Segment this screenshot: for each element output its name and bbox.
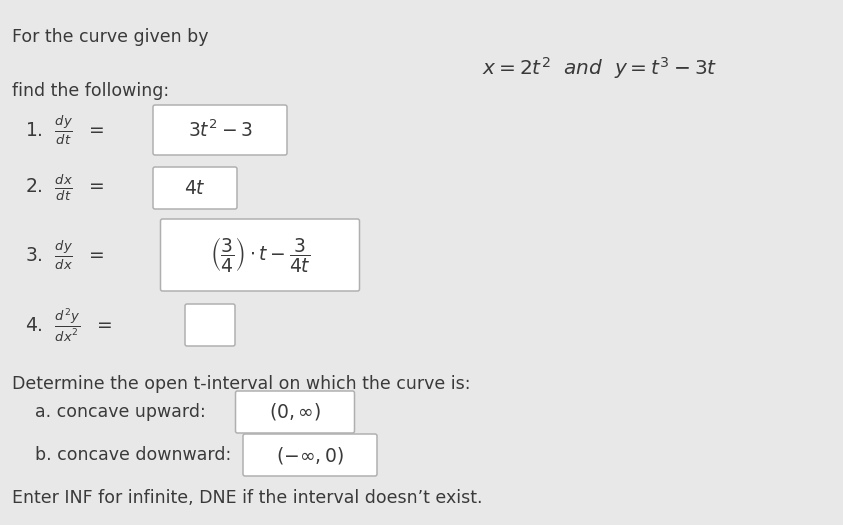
- Text: $(-\infty,0)$: $(-\infty,0)$: [276, 445, 344, 466]
- Text: a. concave upward:: a. concave upward:: [35, 403, 206, 421]
- Text: $4t$: $4t$: [184, 178, 206, 197]
- Text: 1.  $\frac{dy}{dt}$  $=$: 1. $\frac{dy}{dt}$ $=$: [25, 113, 105, 147]
- Text: find the following:: find the following:: [12, 82, 169, 100]
- Text: $(0,\infty)$: $(0,\infty)$: [269, 402, 321, 423]
- Text: $\left(\dfrac{3}{4}\right) \cdot t - \dfrac{3}{4t}$: $\left(\dfrac{3}{4}\right) \cdot t - \df…: [210, 236, 310, 275]
- Text: 3.  $\frac{dy}{dx}$  $=$: 3. $\frac{dy}{dx}$ $=$: [25, 238, 105, 272]
- Text: Enter INF for infinite, DNE if the interval doesn’t exist.: Enter INF for infinite, DNE if the inter…: [12, 489, 482, 507]
- Text: Determine the open t-interval on which the curve is:: Determine the open t-interval on which t…: [12, 375, 470, 393]
- Text: $3t^2 - 3$: $3t^2 - 3$: [187, 119, 252, 141]
- Text: 2.  $\frac{dx}{dt}$  $=$: 2. $\frac{dx}{dt}$ $=$: [25, 173, 105, 203]
- FancyBboxPatch shape: [243, 434, 377, 476]
- FancyBboxPatch shape: [160, 219, 359, 291]
- Text: b. concave downward:: b. concave downward:: [35, 446, 231, 464]
- Text: $x = 2t^2$  and  $y = t^3 - 3t$: $x = 2t^2$ and $y = t^3 - 3t$: [482, 55, 717, 81]
- FancyBboxPatch shape: [235, 391, 355, 433]
- FancyBboxPatch shape: [153, 105, 287, 155]
- FancyBboxPatch shape: [185, 304, 235, 346]
- Text: For the curve given by: For the curve given by: [12, 28, 208, 46]
- Text: 4.  $\frac{d^2y}{dx^2}$  $=$: 4. $\frac{d^2y}{dx^2}$ $=$: [25, 306, 112, 344]
- FancyBboxPatch shape: [153, 167, 237, 209]
